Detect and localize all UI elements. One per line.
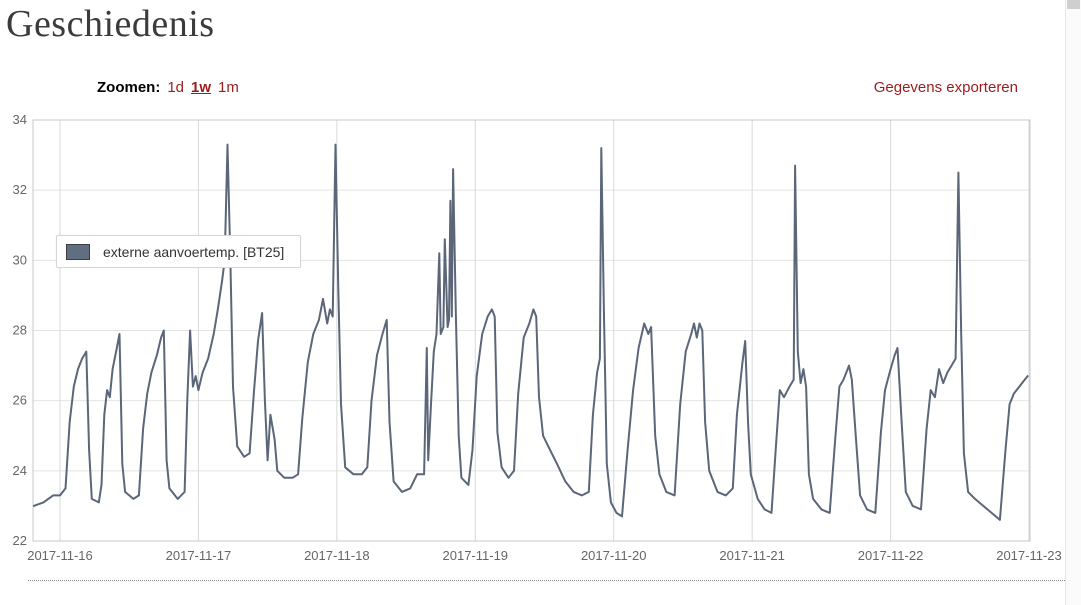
chart-legend[interactable]: externe aanvoertemp. [BT25] bbox=[56, 235, 302, 268]
zoom-controls: Zoomen: 1d 1w 1m bbox=[97, 79, 239, 96]
x-axis-tick-label: 2017-11-23 bbox=[996, 548, 1062, 563]
scrollbar-thumb[interactable] bbox=[1067, 0, 1080, 9]
scrollbar-track[interactable] bbox=[1065, 0, 1081, 605]
chart-toolbar: Zoomen: 1d 1w 1m Gegevens exporteren bbox=[97, 79, 1018, 96]
series-line bbox=[33, 143, 1029, 521]
legend-label: externe aanvoertemp. [BT25] bbox=[103, 243, 285, 260]
y-axis-tick-label: 26 bbox=[13, 393, 27, 408]
page-title: Geschiedenis bbox=[6, 3, 215, 45]
zoom-option-1m[interactable]: 1m bbox=[218, 79, 239, 96]
x-axis-tick-label: 2017-11-16 bbox=[27, 548, 93, 563]
plot-border bbox=[32, 119, 1031, 542]
zoom-label: Zoomen: bbox=[97, 79, 161, 96]
y-axis-tick-label: 22 bbox=[13, 533, 27, 548]
zoom-option-1w[interactable]: 1w bbox=[191, 79, 212, 96]
x-axis-tick-label: 2017-11-20 bbox=[581, 548, 647, 563]
zoom-option-1d[interactable]: 1d bbox=[167, 79, 185, 96]
x-axis-tick-label: 2017-11-19 bbox=[443, 548, 509, 563]
legend-swatch bbox=[66, 243, 90, 260]
y-axis-tick-label: 34 bbox=[13, 112, 27, 127]
x-axis-tick-label: 2017-11-22 bbox=[858, 548, 924, 563]
temperature-line-chart[interactable]: 22 24 26 28 30 32 34 2017-11-16 2017-11-17 2017-1… bbox=[0, 105, 1081, 580]
export-data-link[interactable]: Gegevens exporteren bbox=[873, 79, 1018, 96]
y-axis-tick-label: 30 bbox=[13, 252, 27, 267]
x-axis-tick-label: 2017-11-17 bbox=[166, 548, 232, 563]
x-axis-tick-label: 2017-11-21 bbox=[719, 548, 785, 563]
bottom-divider bbox=[28, 580, 1069, 581]
y-axis-tick-label: 32 bbox=[13, 182, 27, 197]
y-axis-tick-label: 28 bbox=[13, 323, 27, 338]
y-axis-tick-label: 24 bbox=[13, 463, 27, 478]
x-axis-tick-label: 2017-11-18 bbox=[304, 548, 370, 563]
chart-area[interactable]: 22 24 26 28 30 32 34 2017-11-16 2017-11-17 2017-1… bbox=[0, 105, 1081, 580]
